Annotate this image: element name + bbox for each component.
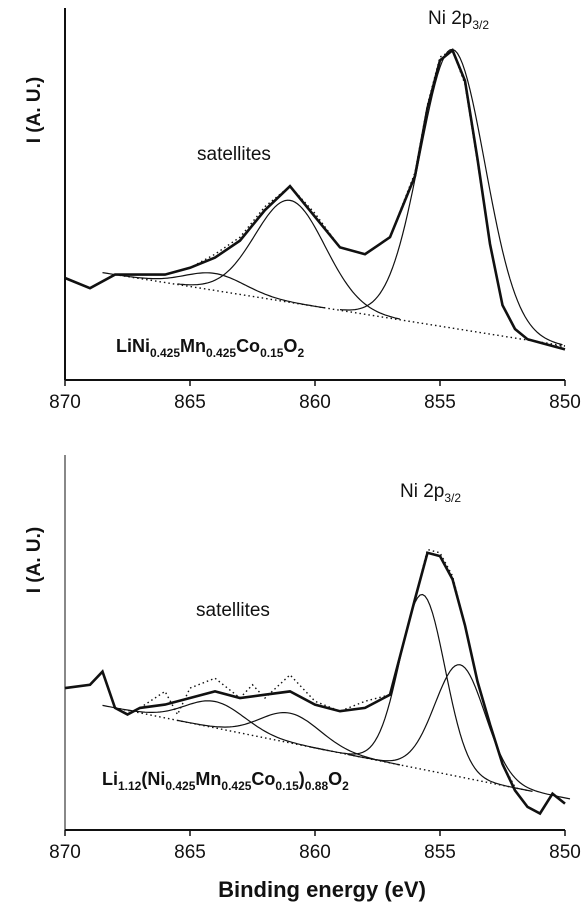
series-line-1 bbox=[64, 49, 565, 347]
formula-part: 0.425 bbox=[206, 346, 236, 360]
formula-part: Mn bbox=[180, 336, 206, 356]
formula-label: LiNi0.425Mn0.425Co0.15O2 bbox=[116, 336, 304, 360]
annotation-satellites: satellites bbox=[197, 144, 271, 165]
formula-label: Li1.12(Ni0.425Mn0.425Co0.15)0.88O2 bbox=[102, 769, 349, 793]
x-tick-label: 855 bbox=[424, 842, 456, 863]
x-ticks: 870 865 860 855 850 bbox=[49, 830, 581, 863]
panel-bottom: I (A. U.) 870 865 860 855 850 Ni 2p3/2 satel… bbox=[24, 455, 581, 902]
formula-part: ) bbox=[299, 769, 305, 789]
annotation-peak-main: Ni 2p3/2 bbox=[400, 481, 461, 505]
formula-part: O bbox=[283, 336, 297, 356]
series-line-4 bbox=[177, 712, 401, 766]
formula-part: 0.88 bbox=[305, 779, 329, 793]
x-tick-label: 860 bbox=[299, 392, 331, 413]
series-layer bbox=[64, 548, 571, 816]
x-tick-label: 855 bbox=[424, 392, 456, 413]
series-line-0 bbox=[64, 551, 566, 816]
formula-part: 0.15 bbox=[275, 779, 299, 793]
x-ticks: 870 865 860 855 850 bbox=[49, 380, 581, 413]
x-tick-label: 865 bbox=[174, 842, 206, 863]
formula-part: Co bbox=[236, 336, 260, 356]
x-tick-label: 850 bbox=[549, 392, 581, 413]
y-axis-label: I (A. U.) bbox=[24, 527, 45, 594]
formula-part: Li bbox=[102, 769, 118, 789]
series-line-4 bbox=[177, 199, 401, 320]
formula-part: Mn bbox=[195, 769, 221, 789]
y-axis-label: I (A. U.) bbox=[24, 77, 45, 144]
x-tick-label: 865 bbox=[174, 392, 206, 413]
series-line-3 bbox=[102, 272, 326, 309]
annotation-satellites: satellites bbox=[196, 600, 270, 621]
formula-part: 0.15 bbox=[260, 346, 284, 360]
formula-part: O bbox=[328, 769, 342, 789]
formula-part: 0.425 bbox=[165, 779, 195, 793]
series-layer bbox=[64, 48, 566, 351]
series-line-6 bbox=[347, 664, 571, 800]
x-tick-label: 850 bbox=[549, 842, 581, 863]
formula-part: 0.425 bbox=[221, 779, 251, 793]
x-tick-label: 870 bbox=[49, 842, 81, 863]
panel-top: I (A. U.) 870 865 860 855 850 Ni 2p3/2 satel… bbox=[24, 8, 581, 413]
series-line-1 bbox=[139, 548, 516, 788]
formula-part: 2 bbox=[297, 346, 304, 360]
formula-part: 2 bbox=[342, 779, 349, 793]
x-axis-label: Binding energy (eV) bbox=[218, 877, 426, 902]
x-tick-label: 870 bbox=[49, 392, 81, 413]
formula-part: (Ni bbox=[141, 769, 165, 789]
annotation-peak-main: Ni 2p3/2 bbox=[428, 8, 489, 32]
formula-part: Co bbox=[251, 769, 275, 789]
series-line-3 bbox=[102, 700, 326, 751]
formula-part: 1.12 bbox=[118, 779, 142, 793]
series-line-5 bbox=[309, 593, 533, 792]
x-tick-label: 860 bbox=[299, 842, 331, 863]
series-line-0 bbox=[64, 48, 566, 351]
formula-part: 0.425 bbox=[150, 346, 180, 360]
formula-part: LiNi bbox=[116, 336, 150, 356]
series-line-5 bbox=[339, 48, 563, 346]
